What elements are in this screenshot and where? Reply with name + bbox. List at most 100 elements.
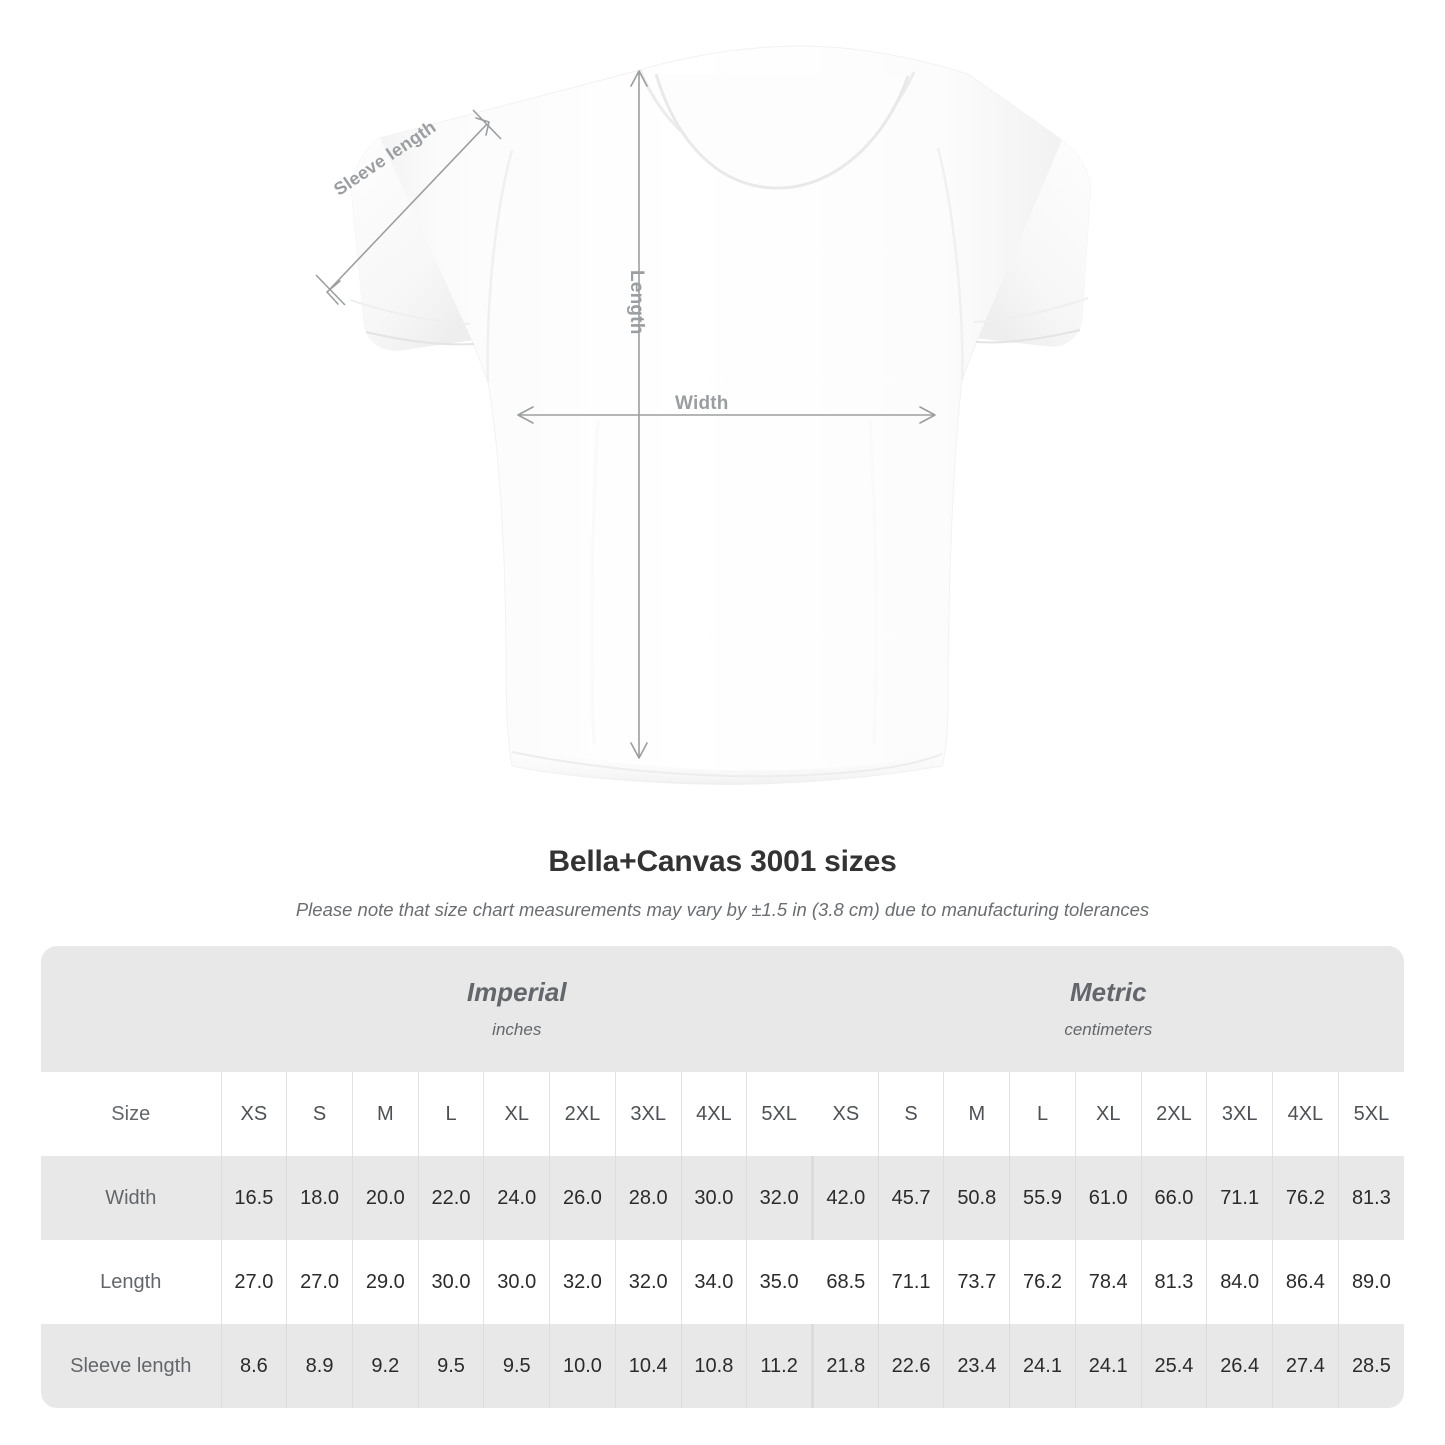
- size-header-imperial-xl: XL: [483, 1072, 550, 1156]
- cell-length-metric-3xl: 84.0: [1206, 1240, 1273, 1324]
- length-label: Length: [626, 270, 647, 335]
- cell-width-imperial-xs: 16.5: [220, 1156, 287, 1240]
- cell-length-imperial-s: 27.0: [286, 1240, 353, 1324]
- cell-sleeve-length-metric-xs: 21.8: [810, 1324, 879, 1408]
- size-header-metric-s: S: [877, 1072, 944, 1156]
- tshirt-diagram: Sleeve length Length Width: [315, 45, 1091, 785]
- size-header-imperial-5xl: 5XL: [746, 1072, 813, 1156]
- cell-length-metric-xl: 78.4: [1074, 1240, 1142, 1324]
- tshirt-illustration: [315, 45, 1091, 785]
- cell-length-metric-5xl: 89.0: [1337, 1240, 1405, 1324]
- cell-width-metric-2xl: 66.0: [1140, 1156, 1207, 1240]
- cell-sleeve-length-imperial-l: 9.5: [417, 1324, 484, 1408]
- cell-length-metric-4xl: 86.4: [1272, 1240, 1339, 1324]
- dimension-lines: [315, 70, 936, 759]
- cell-width-imperial-s: 18.0: [286, 1156, 353, 1240]
- cell-width-metric-xs: 42.0: [810, 1156, 879, 1240]
- size-header-metric-3xl: 3XL: [1206, 1072, 1273, 1156]
- cell-length-imperial-5xl: 35.0: [746, 1240, 813, 1324]
- size-header-imperial-m: M: [351, 1072, 419, 1156]
- cell-sleeve-length-metric-3xl: 26.4: [1206, 1324, 1273, 1408]
- cell-sleeve-length-metric-xl: 24.1: [1074, 1324, 1142, 1408]
- table-row: Length 27.0 27.0 29.0 30.0 30.0 32.0 32.0 34.0 35…: [41, 1240, 1405, 1324]
- size-header-imperial-xs: XS: [220, 1072, 287, 1156]
- cell-width-imperial-2xl: 26.0: [549, 1156, 616, 1240]
- cell-width-metric-m: 50.8: [943, 1156, 1010, 1240]
- cell-length-metric-s: 71.1: [877, 1240, 944, 1324]
- table-row: Sleeve length 8.6 8.9 9.2 9.5 9.5 10.0 10.4 10.8…: [41, 1324, 1405, 1408]
- cell-width-metric-xl: 61.0: [1074, 1156, 1142, 1240]
- cell-width-metric-s: 45.7: [877, 1156, 944, 1240]
- cell-length-imperial-l: 30.0: [417, 1240, 484, 1324]
- imperial-unit-header: Imperial inches: [221, 946, 813, 1072]
- size-header-imperial-l: L: [417, 1072, 484, 1156]
- size-chart-table: Imperial inches Metric centimeters Size XS S M L…: [41, 946, 1405, 1408]
- cell-length-imperial-2xl: 32.0: [549, 1240, 616, 1324]
- cell-length-imperial-m: 29.0: [351, 1240, 419, 1324]
- cell-sleeve-length-imperial-s: 8.9: [286, 1324, 353, 1408]
- size-header-row: Size XS S M L XL 2XL 3XL 4XL 5XL XS S M L XL 2XL 3XL 4XL 5…: [41, 1072, 1405, 1156]
- size-header-imperial-4xl: 4XL: [680, 1072, 747, 1156]
- size-header-metric-2xl: 2XL: [1140, 1072, 1207, 1156]
- cell-sleeve-length-imperial-5xl: 11.2: [746, 1324, 813, 1408]
- size-header-imperial-s: S: [286, 1072, 353, 1156]
- size-header-metric-5xl: 5XL: [1337, 1072, 1405, 1156]
- cell-length-metric-2xl: 81.3: [1140, 1240, 1207, 1324]
- cell-width-imperial-5xl: 32.0: [746, 1156, 813, 1240]
- cell-length-metric-xs: 68.5: [810, 1240, 879, 1324]
- unit-banner-row: Imperial inches Metric centimeters: [41, 946, 1405, 1072]
- size-header-metric-xl: XL: [1074, 1072, 1142, 1156]
- cell-width-metric-3xl: 71.1: [1206, 1156, 1273, 1240]
- cell-width-imperial-xl: 24.0: [483, 1156, 550, 1240]
- width-label: Width: [675, 393, 729, 414]
- row-label-length: Length: [41, 1240, 221, 1324]
- cell-sleeve-length-imperial-xl: 9.5: [483, 1324, 550, 1408]
- cell-width-imperial-m: 20.0: [351, 1156, 419, 1240]
- cell-sleeve-length-metric-2xl: 25.4: [1140, 1324, 1207, 1408]
- tolerance-note: Please note that size chart measurements…: [295, 899, 1150, 920]
- width-dimension: [517, 406, 936, 424]
- sleeve-length-dimension: [315, 109, 502, 306]
- cell-sleeve-length-imperial-2xl: 10.0: [549, 1324, 616, 1408]
- cell-length-imperial-xs: 27.0: [220, 1240, 287, 1324]
- cell-sleeve-length-imperial-4xl: 10.8: [680, 1324, 747, 1408]
- cell-sleeve-length-metric-l: 24.1: [1009, 1324, 1076, 1408]
- cell-sleeve-length-metric-4xl: 27.4: [1272, 1324, 1339, 1408]
- size-header-imperial-2xl: 2XL: [549, 1072, 616, 1156]
- cell-width-imperial-4xl: 30.0: [680, 1156, 747, 1240]
- metric-unit-header-name: Metric: [1069, 977, 1147, 1008]
- cell-length-imperial-xl: 30.0: [483, 1240, 550, 1324]
- cell-sleeve-length-metric-s: 22.6: [877, 1324, 944, 1408]
- size-header-metric-4xl: 4XL: [1272, 1072, 1339, 1156]
- cell-length-imperial-4xl: 34.0: [680, 1240, 747, 1324]
- page-title: Bella+Canvas 3001 sizes: [548, 845, 897, 878]
- cell-length-metric-m: 73.7: [943, 1240, 1010, 1324]
- size-header-metric-l: L: [1009, 1072, 1076, 1156]
- cell-sleeve-length-imperial-m: 9.2: [351, 1324, 419, 1408]
- metric-unit-header-subtitle: centimeters: [1064, 1019, 1153, 1039]
- unit-banner-spacer: [41, 946, 221, 1072]
- imperial-unit-header-subtitle: inches: [492, 1019, 542, 1039]
- title-block: Bella+Canvas 3001 sizes Please note that…: [0, 845, 1445, 921]
- row-label-width: Width: [41, 1156, 221, 1240]
- size-chart-table-wrapper: Imperial inches Metric centimeters Size XS S M L…: [41, 946, 1405, 1408]
- cell-width-metric-5xl: 81.3: [1337, 1156, 1405, 1240]
- size-header-metric-xs: XS: [810, 1072, 879, 1156]
- size-column-header: Size: [41, 1072, 221, 1156]
- imperial-unit-header-name: Imperial: [466, 977, 567, 1008]
- table-row: Width 16.5 18.0 20.0 22.0 24.0 26.0 28.0 30.0 32.…: [41, 1156, 1405, 1240]
- row-label-sleeve-length: Sleeve length: [41, 1324, 221, 1408]
- cell-sleeve-length-metric-m: 23.4: [943, 1324, 1010, 1408]
- cell-sleeve-length-metric-5xl: 28.5: [1337, 1324, 1405, 1408]
- cell-width-metric-4xl: 76.2: [1272, 1156, 1339, 1240]
- cell-width-imperial-l: 22.0: [417, 1156, 484, 1240]
- size-header-imperial-3xl: 3XL: [614, 1072, 682, 1156]
- cell-sleeve-length-imperial-xs: 8.6: [220, 1324, 287, 1408]
- cell-width-imperial-3xl: 28.0: [614, 1156, 682, 1240]
- cell-sleeve-length-imperial-3xl: 10.4: [614, 1324, 682, 1408]
- cell-length-metric-l: 76.2: [1009, 1240, 1076, 1324]
- cell-width-metric-l: 55.9: [1009, 1156, 1076, 1240]
- metric-unit-header: Metric centimeters: [812, 946, 1405, 1072]
- size-header-metric-m: M: [943, 1072, 1010, 1156]
- cell-length-imperial-3xl: 32.0: [614, 1240, 682, 1324]
